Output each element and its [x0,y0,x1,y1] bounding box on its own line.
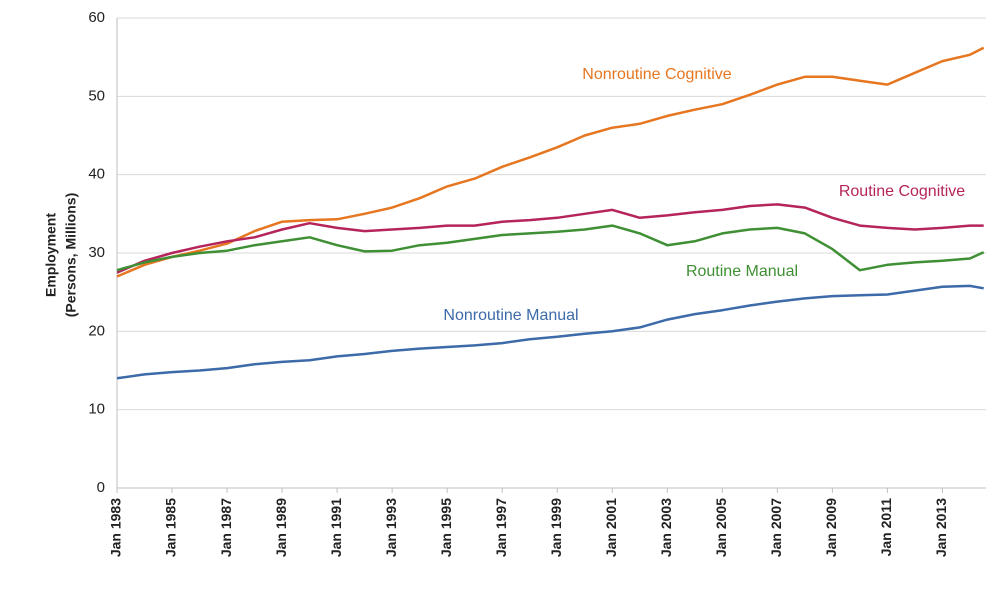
x-tick-label: Jan 2011 [878,498,894,557]
y-tick-label: 0 [97,479,105,496]
series-label: Nonroutine Manual [443,307,578,324]
series-line [116,203,984,274]
x-tick-label: Jan 1989 [273,498,289,557]
y-tick-label: 30 [88,244,105,261]
x-tick-label: Jan 1993 [383,498,399,557]
series-label: Routine Manual [686,263,798,280]
x-tick-label: Jan 1991 [328,498,344,557]
x-tick-label: Jan 1997 [493,498,509,557]
y-tick-label: 40 [88,166,105,183]
series-label: Nonroutine Cognitive [582,66,732,83]
y-tick-label: 50 [88,87,105,104]
x-tick-label: Jan 1985 [163,498,179,557]
x-tick-label: Jan 2009 [823,498,839,557]
series-line [116,224,985,272]
series-label: Routine Cognitive [839,183,965,200]
y-tick-label: 60 [88,9,105,26]
x-tick-label: Jan 1999 [548,498,564,557]
x-tick-label: Jan 2003 [658,498,674,557]
series-line [116,46,985,278]
y-axis-label: Employment [43,213,59,297]
series-line [116,284,984,380]
y-tick-label: 20 [88,322,105,339]
y-tick-label: 10 [88,401,105,418]
x-tick-label: Jan 2005 [713,498,729,557]
x-tick-label: Jan 2007 [768,498,784,557]
x-tick-label: Jan 2001 [603,498,619,557]
y-axis-label: (Persons, Millions) [63,193,79,317]
x-tick-label: Jan 1987 [218,498,234,557]
x-tick-label: Jan 1995 [438,498,454,557]
x-tick-label: Jan 1983 [108,498,124,557]
x-tick-label: Jan 2013 [933,498,949,557]
